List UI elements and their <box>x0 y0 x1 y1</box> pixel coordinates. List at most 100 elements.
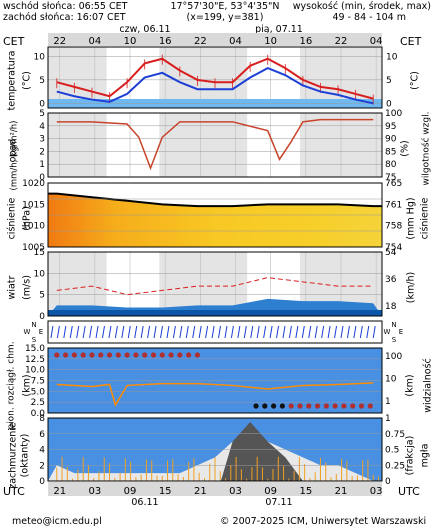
visibility-tick: 10 <box>385 375 397 385</box>
wind-arrow <box>321 325 325 339</box>
wind-arrow <box>224 325 228 339</box>
sunset-text: zachód słońca: 16:07 CET <box>3 12 126 23</box>
fog-tick: 1 <box>385 414 391 424</box>
wind-arrow <box>147 325 151 339</box>
cover-tick: 6 <box>39 430 45 440</box>
wind-arrow <box>372 325 376 339</box>
tz-left-top: CET <box>3 35 25 48</box>
sunrise-text: wschód słońca: 06:55 CET <box>3 1 128 12</box>
wind-arrow <box>250 325 254 339</box>
prec-night <box>48 113 382 177</box>
wind-right-tick: 54 <box>385 248 397 258</box>
fog-tick: 0.75 <box>385 430 405 440</box>
temp-day <box>106 47 160 108</box>
pressure-right-tick: 761 <box>385 200 402 210</box>
pressure-right-tick: 754 <box>385 243 402 253</box>
pressure-right-tick: 765 <box>385 179 402 189</box>
wind-arrow <box>334 325 338 339</box>
day2-top: pią, 07.11 <box>255 24 303 35</box>
wind-left-tick: 5 <box>39 291 45 301</box>
wind-arrow <box>243 325 247 339</box>
wind-arrow <box>76 325 80 339</box>
compass-n-right: N <box>391 321 396 329</box>
wind-arrow <box>153 325 157 339</box>
wind-arrow <box>211 325 215 339</box>
bottom-hour-tick: 15 <box>299 486 312 497</box>
wind-arrow <box>185 325 189 339</box>
cloud-height-tick: 12.5 <box>25 355 45 365</box>
wind-left-tick: 15 <box>34 248 45 258</box>
visibility-tick: 100 <box>385 352 402 362</box>
humidity-tick: 90 <box>385 135 397 145</box>
humidity-tick: 100 <box>385 109 402 119</box>
cloud-dot <box>306 403 312 409</box>
dir-frame <box>47 320 383 344</box>
wind-arrow <box>346 325 350 339</box>
compass-w: W <box>24 328 31 336</box>
cloud-dot <box>323 403 329 409</box>
pres-frame <box>47 182 383 248</box>
temp-frame <box>47 46 383 109</box>
top-hour-tick: 22 <box>53 36 66 47</box>
wind-arrow <box>282 325 286 339</box>
wind-frame <box>47 251 383 317</box>
wind-arrow <box>340 325 344 339</box>
cloud-dot <box>150 352 157 358</box>
top-hour-tick: 16 <box>159 36 172 47</box>
wind-arrow <box>127 325 131 339</box>
cloud-dot <box>89 352 95 358</box>
cover-tick: 2 <box>39 461 45 471</box>
pressure-left-tick: 1005 <box>22 243 45 253</box>
cloud-dot <box>177 352 183 358</box>
pressure-left-tick: 1020 <box>22 179 45 189</box>
cloud-dot <box>115 352 121 358</box>
top-hour-tick: 04 <box>229 36 242 47</box>
bottom-hour-tick: 21 <box>335 486 348 497</box>
wind-right-tick: 36 <box>385 275 397 285</box>
grid-text: (x=199, y=381) <box>186 12 264 23</box>
top-hour-tick: 16 <box>299 36 312 47</box>
wind-left-tick: 0 <box>39 312 45 322</box>
prec-frame <box>47 112 383 178</box>
wind-arrow <box>172 325 176 339</box>
wind-arrow <box>179 325 183 339</box>
bottom-hour-tick: 03 <box>370 486 383 497</box>
cloud-dot <box>358 403 365 409</box>
precip-tick: 5 <box>39 109 45 119</box>
cloud-dot <box>314 403 321 409</box>
cloud-dot <box>98 352 104 358</box>
top-hour-tick: 04 <box>370 36 383 47</box>
wind-right-tick: 18 <box>385 302 397 312</box>
wind-arrow <box>218 325 222 339</box>
pressure-left-tick: 1010 <box>22 222 45 232</box>
wind-arrow <box>276 325 280 339</box>
temp-tick-left: 0 <box>39 99 45 109</box>
cloud-dot <box>80 352 86 358</box>
footer-email[interactable]: meteo@icm.edu.pl <box>12 516 102 527</box>
fog-tick: 0.25 <box>385 461 405 471</box>
visibility-tick: 1 <box>385 397 391 407</box>
cloud-height-tick: 7.5 <box>31 377 45 387</box>
wind-arrow <box>56 325 60 339</box>
cloud-height-tick: 10.0 <box>25 366 45 376</box>
visibility-line <box>56 382 374 407</box>
pressure-right-tick: 758 <box>385 222 402 232</box>
cloud-dot <box>186 352 192 358</box>
top-hour-tick: 22 <box>335 36 348 47</box>
cloud-dot <box>270 403 277 409</box>
wind-arrow <box>301 325 305 339</box>
wind-arrow <box>192 325 196 339</box>
cloud-cover-area <box>48 433 382 481</box>
footer-copyright: © 2007-2025 ICM, Uniwersytet Warszawski <box>220 516 427 527</box>
cloud-dot <box>106 352 113 358</box>
wind-day <box>106 252 160 316</box>
bottom-hour-tick: 21 <box>194 486 207 497</box>
cloud-dot <box>168 352 174 358</box>
humidity-tick: 75 <box>385 173 396 183</box>
tz-right-top: CET <box>400 35 422 48</box>
wind-gust-line <box>56 277 374 296</box>
humidity-tick: 80 <box>385 160 397 170</box>
wind-arrow <box>166 325 170 339</box>
wind-arrow <box>353 325 357 339</box>
